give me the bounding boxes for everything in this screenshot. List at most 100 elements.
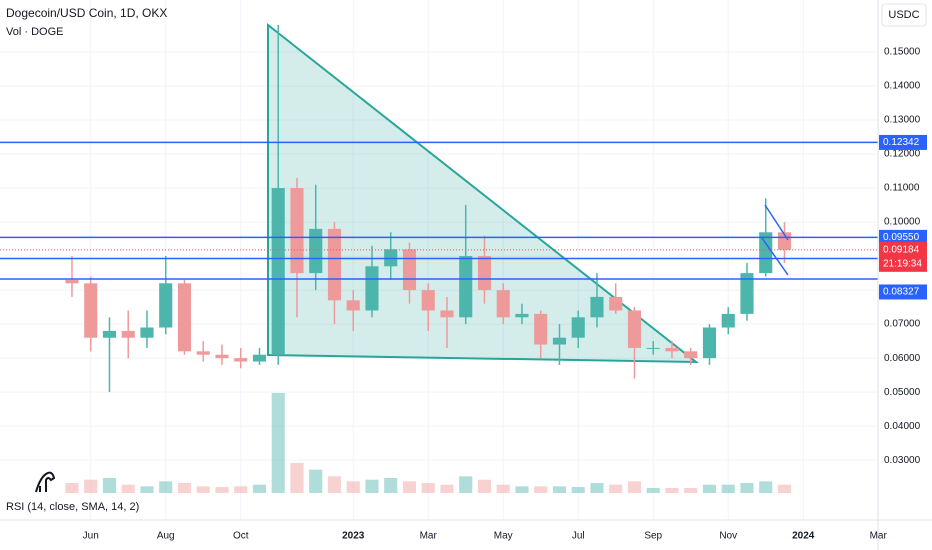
candle-body [646, 347, 660, 349]
candle-body [121, 330, 135, 338]
y-tick-label: 0.12000 [884, 149, 921, 160]
candle-body [684, 351, 698, 359]
candle-body [759, 232, 773, 274]
candle-body [627, 310, 642, 348]
y-tick-label: 0.03000 [884, 455, 921, 466]
volume-bar [440, 484, 454, 493]
candle-body [571, 317, 585, 338]
volume-bar [534, 486, 548, 493]
channel-line [764, 204, 789, 241]
y-tick-label: 0.14000 [884, 81, 921, 92]
volume-bar [684, 488, 698, 493]
candle-body [177, 283, 192, 352]
candle-body [496, 290, 510, 318]
y-tick-label: 0.10000 [884, 217, 921, 228]
level-label: 0.08327 [883, 287, 920, 298]
candle-body [665, 347, 679, 352]
y-tick-label: 0.04000 [884, 421, 921, 432]
candle-body [102, 330, 117, 338]
x-tick-label: Mar [870, 531, 888, 542]
candle-body [140, 327, 154, 338]
volume-bar [702, 484, 717, 493]
volume-bar [477, 479, 492, 493]
y-tick-label: 0.15000 [884, 47, 921, 58]
x-tick-label: Oct [233, 531, 249, 542]
volume-bar [627, 481, 642, 493]
volume-bar [721, 484, 735, 493]
volume-bar [102, 478, 117, 493]
level-label-box [879, 229, 927, 245]
candle-body [65, 279, 79, 284]
x-tick-label: Sep [644, 531, 662, 542]
volume-bar [159, 481, 173, 493]
candle-body [215, 354, 229, 359]
y-tick-label: 0.11000 [884, 183, 920, 194]
candle-body [271, 188, 285, 355]
volume-bar [515, 486, 529, 493]
y-tick-label: 0.13000 [884, 115, 921, 126]
level-label: 0.09550 [883, 232, 920, 243]
volume-bar [252, 484, 267, 493]
volume-bar [271, 393, 285, 493]
volume-bar [215, 487, 229, 493]
currency[interactable]: USDC [888, 9, 919, 21]
y-tick-label: 0.05000 [884, 387, 921, 398]
indicator-label: RSI (14, close, SMA, 14, 2) [6, 501, 139, 513]
x-tick-label: Nov [719, 531, 737, 542]
volume-bar [759, 481, 773, 493]
currency-box[interactable] [881, 3, 927, 27]
volume-bar [365, 479, 379, 493]
volume-bar [665, 488, 679, 493]
volume-bar [309, 469, 323, 493]
level-label-box [879, 284, 927, 300]
x-tick-label: 2024 [792, 531, 815, 542]
x-tick-label: May [494, 531, 513, 542]
volume-bar [459, 476, 473, 493]
volume-bar [552, 486, 567, 493]
candle-body [515, 313, 529, 318]
x-tick-label: Mar [420, 531, 438, 542]
candle-body [609, 296, 623, 311]
candle-body [402, 249, 417, 291]
volume-bar [177, 483, 192, 493]
candle-body [740, 273, 754, 314]
volume-bar [140, 486, 154, 493]
volume-bar [402, 481, 417, 493]
candle-body [534, 313, 548, 345]
candle-body [84, 283, 98, 338]
volume-bar [496, 484, 510, 493]
candle-body [346, 300, 360, 311]
candle-body [309, 228, 323, 274]
y-tick-label: 0.06000 [884, 353, 921, 364]
volume-bar [121, 484, 135, 493]
channel-line [761, 237, 789, 276]
y-tick-label: 0.07000 [884, 319, 921, 330]
logo [35, 471, 56, 493]
level-label-box [879, 134, 927, 150]
candle-body [290, 188, 304, 274]
volume-bar [777, 484, 792, 493]
x-tick-label: 2023 [342, 531, 365, 542]
candle-body [327, 228, 342, 301]
x-tick-label: Jul [572, 531, 585, 542]
countdown: 21:19:34 [883, 258, 922, 269]
candle-body [477, 256, 492, 291]
candle-body [440, 310, 454, 318]
last-price-label: 0.09184 [883, 244, 920, 255]
candle-body [365, 266, 379, 311]
volume-bar [346, 481, 360, 493]
volume-bar [609, 484, 623, 493]
x-tick-label: Aug [157, 531, 175, 542]
volume-bar [646, 488, 660, 493]
volume-bar [740, 483, 754, 493]
chart-title: Dogecoin/USD Coin, 1D, OKX [6, 6, 167, 20]
volume-bar [234, 486, 248, 493]
volume-bar [590, 483, 604, 493]
candle-body [234, 358, 248, 362]
volume-bar [290, 463, 304, 493]
candle-body [590, 296, 604, 318]
volume-bar [196, 486, 210, 493]
x-tick-label: Jun [83, 531, 99, 542]
candle-body [459, 256, 473, 318]
